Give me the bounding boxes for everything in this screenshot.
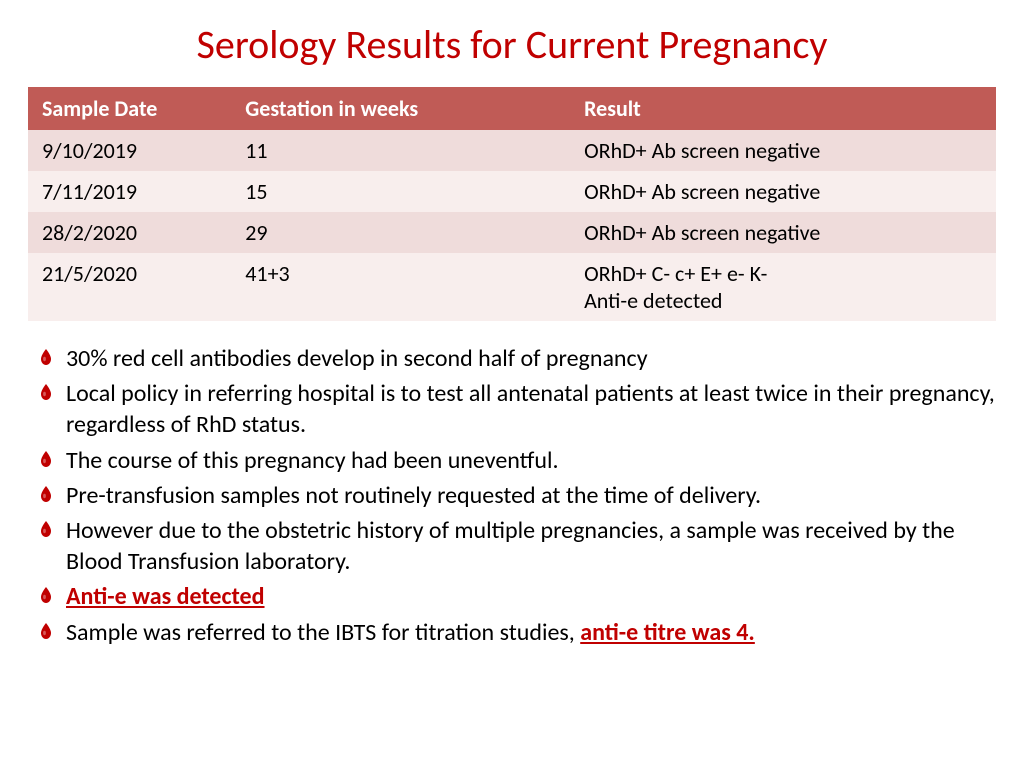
text-run: However due to the obstetric history of … xyxy=(66,516,955,576)
table-header-cell: Sample Date xyxy=(28,87,231,130)
list-item-text: Anti-e was detected xyxy=(66,582,265,611)
list-item: Pre-transfusion samples not routinely re… xyxy=(36,480,996,511)
text-run: Sample was referred to the IBTS for titr… xyxy=(66,618,580,647)
bullet-marker-icon xyxy=(40,521,52,537)
emphasis-text: Anti-e was detected xyxy=(66,582,265,611)
slide: Serology Results for Current Pregnancy S… xyxy=(0,0,1024,768)
list-item: However due to the obstetric history of … xyxy=(36,515,996,577)
table-cell: 7/11/2019 xyxy=(28,171,231,212)
table-head: Sample DateGestation in weeksResult xyxy=(28,87,996,130)
bullet-marker-icon xyxy=(40,451,52,467)
table-cell: ORhD+ Ab screen negative xyxy=(570,171,996,212)
table-cell: ORhD+ Ab screen negative xyxy=(570,212,996,253)
list-item: Anti-e was detected xyxy=(36,581,996,612)
text-run: 30% red cell antibodies develop in secon… xyxy=(66,344,648,373)
table-header-row: Sample DateGestation in weeksResult xyxy=(28,87,996,130)
table-row: 21/5/202041+3ORhD+ C- c+ E+ e- K- Anti-e… xyxy=(28,253,996,321)
list-item-text: Local policy in referring hospital is to… xyxy=(66,379,995,439)
table-row: 7/11/201915ORhD+ Ab screen negative xyxy=(28,171,996,212)
table-cell: 28/2/2020 xyxy=(28,212,231,253)
table-cell: ORhD+ C- c+ E+ e- K- Anti-e detected xyxy=(570,253,996,321)
bullet-marker-icon xyxy=(40,623,52,639)
table-cell: 15 xyxy=(231,171,570,212)
list-item: Local policy in referring hospital is to… xyxy=(36,378,996,440)
table-cell: 9/10/2019 xyxy=(28,130,231,171)
table-header-cell: Result xyxy=(570,87,996,130)
table-body: 9/10/201911ORhD+ Ab screen negative7/11/… xyxy=(28,130,996,321)
bullet-marker-icon xyxy=(40,486,52,502)
table-cell: 11 xyxy=(231,130,570,171)
list-item: The course of this pregnancy had been un… xyxy=(36,445,996,476)
list-item-text: 30% red cell antibodies develop in secon… xyxy=(66,344,648,373)
list-item-text: The course of this pregnancy had been un… xyxy=(66,446,559,475)
bullet-marker-icon xyxy=(40,384,52,400)
emphasis-text: anti-e titre was 4. xyxy=(580,618,755,647)
table-cell: ORhD+ Ab screen negative xyxy=(570,130,996,171)
table-cell: 29 xyxy=(231,212,570,253)
text-run: The course of this pregnancy had been un… xyxy=(66,446,559,475)
bullet-marker-icon xyxy=(40,587,52,603)
list-item: Sample was referred to the IBTS for titr… xyxy=(36,617,996,648)
text-run: Local policy in referring hospital is to… xyxy=(66,379,995,439)
bullet-marker-icon xyxy=(40,349,52,365)
bullet-list: 30% red cell antibodies develop in secon… xyxy=(28,343,996,648)
table-cell: 41+3 xyxy=(231,253,570,321)
table-row: 9/10/201911ORhD+ Ab screen negative xyxy=(28,130,996,171)
table-cell: 21/5/2020 xyxy=(28,253,231,321)
list-item-text: However due to the obstetric history of … xyxy=(66,516,955,576)
table-row: 28/2/202029ORhD+ Ab screen negative xyxy=(28,212,996,253)
text-run: Pre-transfusion samples not routinely re… xyxy=(66,481,761,510)
page-title: Serology Results for Current Pregnancy xyxy=(28,20,996,69)
list-item-text: Pre-transfusion samples not routinely re… xyxy=(66,481,761,510)
serology-table: Sample DateGestation in weeksResult 9/10… xyxy=(28,87,996,321)
list-item: 30% red cell antibodies develop in secon… xyxy=(36,343,996,374)
list-item-text: Sample was referred to the IBTS for titr… xyxy=(66,618,755,647)
table-header-cell: Gestation in weeks xyxy=(231,87,570,130)
